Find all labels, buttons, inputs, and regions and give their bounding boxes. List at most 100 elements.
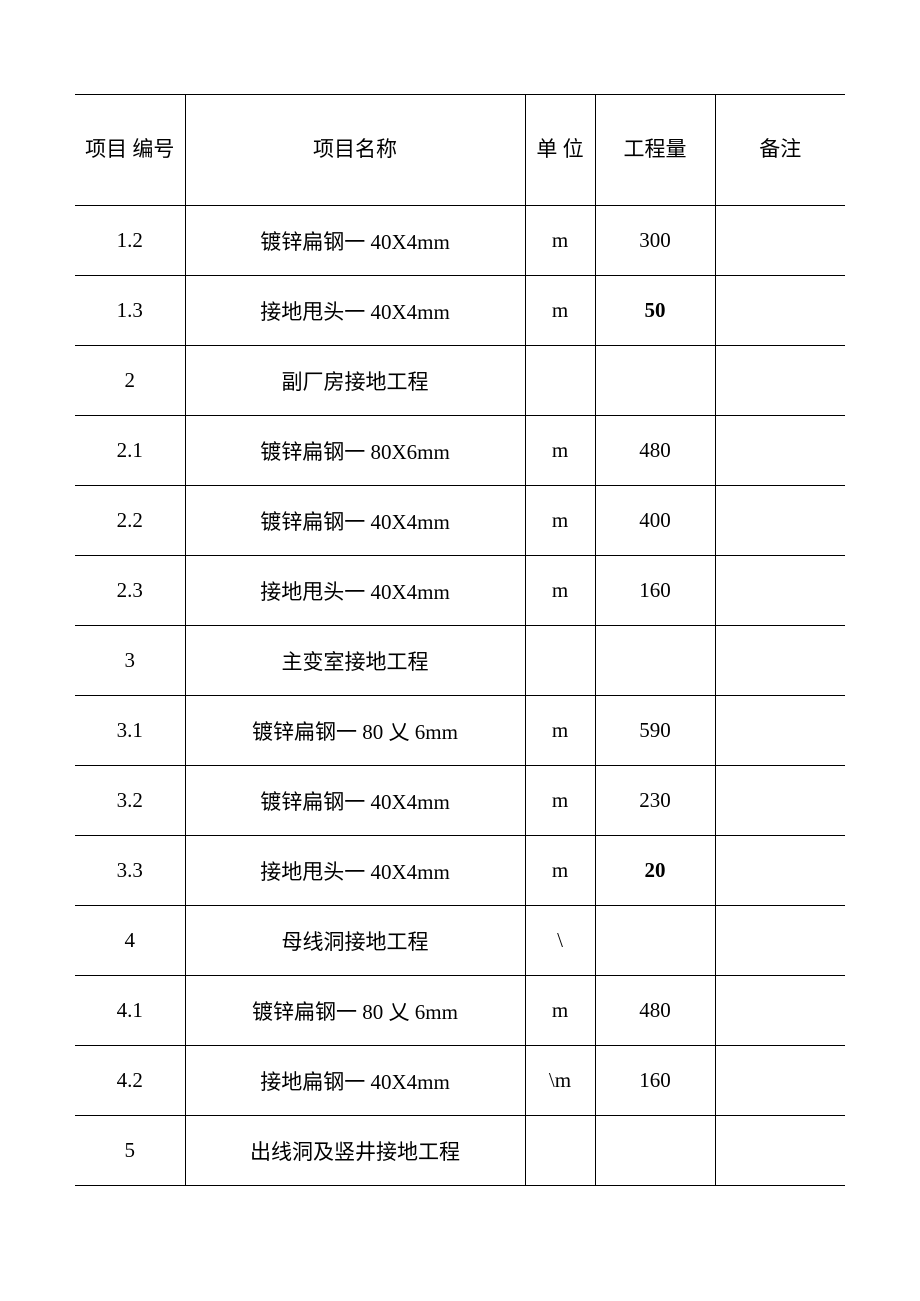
cell-name: 镀锌扁钢一 40X4mm: [185, 206, 525, 276]
col-header-qty: 工程量: [595, 95, 715, 206]
cell-name: 母线洞接地工程: [185, 906, 525, 976]
cell-unit: m: [525, 486, 595, 556]
cell-qty: [595, 906, 715, 976]
cell-name-text: 接地甩头一 40X4mm: [260, 860, 450, 884]
cell-name: 镀锌扁钢一 40X4mm: [185, 486, 525, 556]
cell-qty: 300: [595, 206, 715, 276]
cell-id-text: 3.1: [117, 718, 143, 742]
cell-note: [715, 206, 845, 276]
table-row: 3 主变室接地工程: [75, 626, 845, 696]
cell-name: 镀锌扁钢一 80 乂 6mm: [185, 976, 525, 1046]
cell-unit: [525, 346, 595, 416]
cell-note: [715, 626, 845, 696]
cell-id: 3.3: [75, 836, 185, 906]
cell-name-text: 镀锌扁钢一 40X4mm: [260, 510, 450, 534]
cell-id: 2.1: [75, 416, 185, 486]
cell-qty-text: 590: [639, 718, 671, 742]
cell-name: 接地甩头一 40X4mm: [185, 836, 525, 906]
table-row: 2.1 镀锌扁钢一 80X6mm m480: [75, 416, 845, 486]
cell-unit-text: m: [552, 788, 568, 812]
cell-id: 4: [75, 906, 185, 976]
cell-id: 4.1: [75, 976, 185, 1046]
cell-qty: 230: [595, 766, 715, 836]
cell-note: [715, 836, 845, 906]
cell-unit-text: m: [552, 718, 568, 742]
cell-id-text: 3.3: [117, 858, 143, 882]
cell-qty-text: 300: [639, 228, 671, 252]
cell-unit: \: [525, 906, 595, 976]
header-text: 项目 编号: [85, 137, 174, 161]
cell-id: 1.2: [75, 206, 185, 276]
cell-id-text: 4: [125, 928, 136, 952]
cell-id: 3.1: [75, 696, 185, 766]
table-row: 3.1镀锌扁钢一 80 乂 6mmm590: [75, 696, 845, 766]
cell-name-text: 接地甩头一 40X4mm: [260, 300, 450, 324]
cell-id: 3: [75, 626, 185, 696]
cell-note: [715, 766, 845, 836]
cell-id-text: 3.2: [117, 788, 143, 812]
cell-qty: 590: [595, 696, 715, 766]
table-row: 2.2 镀锌扁钢一 40X4mm m 400: [75, 486, 845, 556]
cell-name-text: 镀锌扁钢一 80X6mm: [260, 440, 450, 464]
cell-id-text: 4.1: [117, 998, 143, 1022]
cell-qty: [595, 346, 715, 416]
cell-name-text: 接地扁钢一 40X4mm: [260, 1070, 450, 1094]
cell-note: [715, 1116, 845, 1186]
cell-name-text: 出线洞及竖井接地工程: [250, 1140, 460, 1164]
cell-name-text: 主变室接地工程: [282, 650, 429, 674]
table-row: 4.1 镀锌扁钢一 80 乂 6mm m 480: [75, 976, 845, 1046]
cell-qty: 160: [595, 556, 715, 626]
cell-unit: m: [525, 276, 595, 346]
cell-id-text: 2.2: [117, 508, 143, 532]
cell-id-text: 3: [125, 648, 136, 672]
table-body: 1.2 镀锌扁钢一 40X4mm m 300 1.3 接地甩头一 40X4mm m 50 2副厂…: [75, 206, 845, 1186]
cell-qty: 20: [595, 836, 715, 906]
document-page: 项目 编号 项目名称 单 位 工程量 备注 1.2 镀锌扁钢一 40X4mm m 30…: [75, 94, 845, 1186]
table-row: 5出线洞及竖井接地工程: [75, 1116, 845, 1186]
cell-name-text: 镀锌扁钢一 40X4mm: [260, 230, 450, 254]
table-header: 项目 编号 项目名称 单 位 工程量 备注: [75, 95, 845, 206]
col-header-note: 备注: [715, 95, 845, 206]
cell-qty-text: 160: [639, 578, 671, 602]
cell-qty: [595, 626, 715, 696]
table-row: 1.3 接地甩头一 40X4mm m 50: [75, 276, 845, 346]
cell-id: 2: [75, 346, 185, 416]
cell-name-text: 接地甩头一 40X4mm: [260, 580, 450, 604]
cell-qty-text: 480: [639, 998, 671, 1022]
quantities-table: 项目 编号 项目名称 单 位 工程量 备注 1.2 镀锌扁钢一 40X4mm m 30…: [75, 94, 845, 1186]
cell-unit: m: [525, 976, 595, 1046]
cell-unit-text: m: [552, 228, 568, 252]
col-header-id: 项目 编号: [75, 95, 185, 206]
header-text: 单 位: [536, 137, 583, 161]
cell-unit: m: [525, 416, 595, 486]
table-row: 2副厂房接地工程: [75, 346, 845, 416]
cell-note: [715, 696, 845, 766]
table-row: 3.2镀锌扁钢一 40X4mmm230: [75, 766, 845, 836]
header-text: 项目名称: [313, 137, 397, 161]
table-row: 4 母线洞接地工程 \: [75, 906, 845, 976]
cell-qty: 50: [595, 276, 715, 346]
cell-id: 1.3: [75, 276, 185, 346]
cell-qty: 160: [595, 1046, 715, 1116]
cell-unit-text: m: [552, 298, 568, 322]
cell-unit: m: [525, 206, 595, 276]
cell-note: [715, 486, 845, 556]
cell-unit-text: m: [552, 998, 568, 1022]
cell-note: [715, 976, 845, 1046]
cell-unit-text: \m: [549, 1068, 571, 1092]
cell-qty: 480: [595, 976, 715, 1046]
cell-note: [715, 556, 845, 626]
cell-qty-text: 50: [645, 298, 666, 322]
header-text: 备注: [759, 137, 801, 161]
cell-unit: m: [525, 556, 595, 626]
cell-name-text: 母线洞接地工程: [282, 930, 429, 954]
cell-unit: m: [525, 836, 595, 906]
cell-name: 主变室接地工程: [185, 626, 525, 696]
cell-qty: 480: [595, 416, 715, 486]
cell-note: [715, 1046, 845, 1116]
cell-note: [715, 276, 845, 346]
cell-unit-text: m: [552, 578, 568, 602]
cell-id: 2.2: [75, 486, 185, 556]
cell-name: 镀锌扁钢一 80X6mm: [185, 416, 525, 486]
cell-qty-text: 400: [639, 508, 671, 532]
